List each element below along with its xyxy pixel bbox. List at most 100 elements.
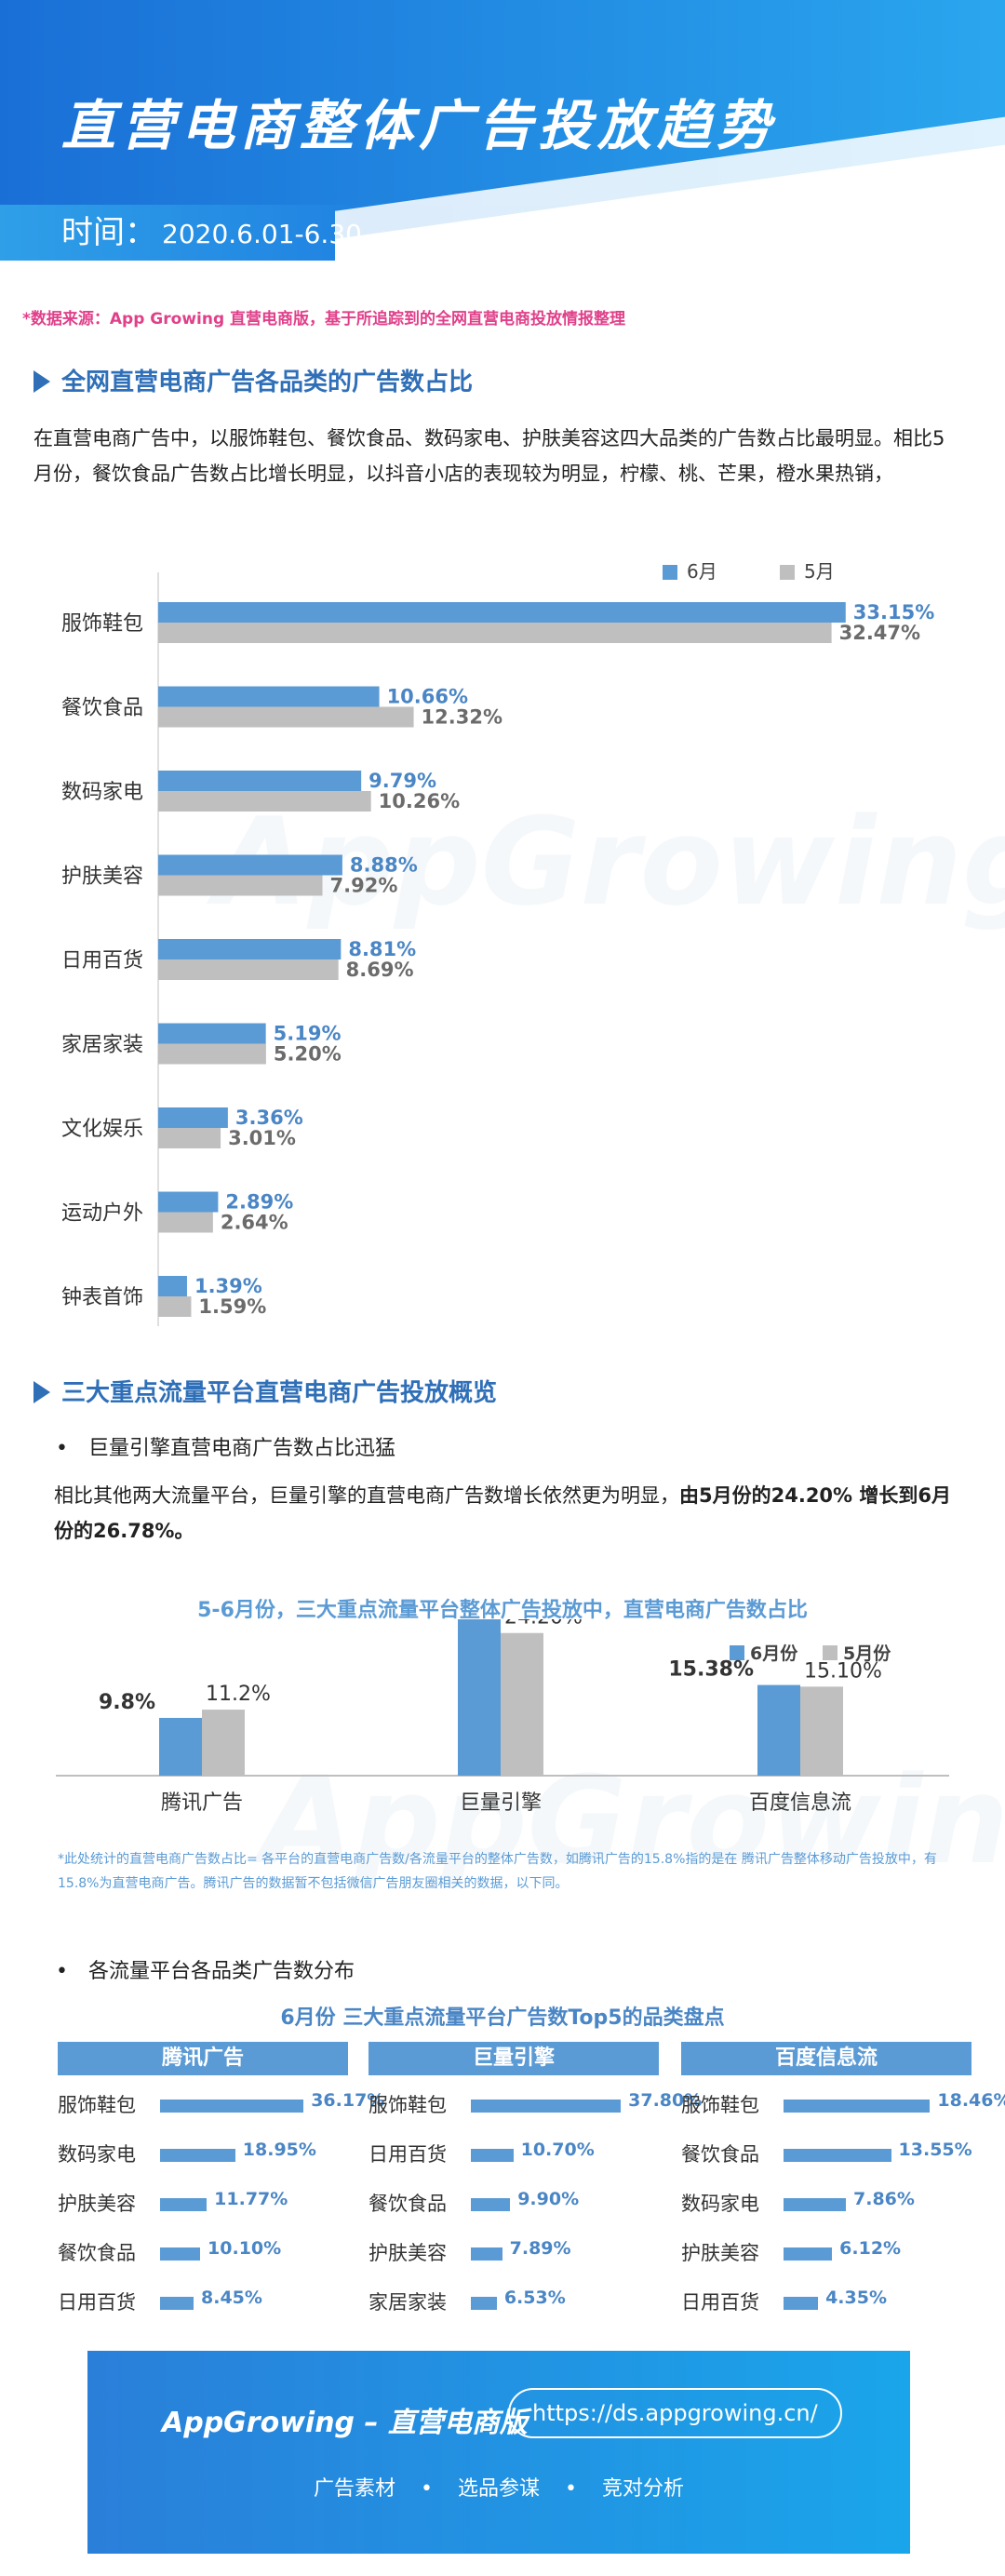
top5-bar	[471, 2247, 502, 2261]
chart1-bar-june	[158, 1276, 187, 1296]
top5-category-label: 家居家装	[368, 2291, 447, 2314]
chart1-value-june: 10.66%	[387, 686, 468, 708]
chart1-value-may: 12.32%	[422, 706, 502, 729]
top5-value-label: 9.90%	[517, 2189, 580, 2209]
top5-category-label: 服饰鞋包	[368, 2094, 447, 2116]
top5-row: 餐饮食品 13.55%	[681, 2125, 972, 2174]
chart2-value-june: 15.38%	[668, 1658, 754, 1682]
top5-value-label: 8.45%	[201, 2288, 262, 2308]
top5-row: 服饰鞋包 37.80%	[368, 2075, 702, 2125]
chart1-category-label: 钟表首饰	[61, 1286, 143, 1309]
footer-tag: 竞对分析	[601, 2477, 684, 2501]
top5-title: 6月份 三大重点流量平台广告数Top5的品类盘点	[280, 2006, 725, 2030]
chart2-value-may: 24.20%	[504, 1619, 583, 1630]
top5-category-label: 数码家电	[681, 2193, 759, 2215]
section2-paragraph-normal: 相比其他两大流量平台，巨量引擎的直营电商广告数增长依然更为明显，	[54, 1484, 679, 1507]
chart1-bar-may	[158, 1128, 221, 1148]
top5-value-label: 6.12%	[839, 2238, 902, 2259]
top5-category-label: 数码家电	[58, 2143, 136, 2166]
top5-category-label: 护肤美容	[58, 2193, 136, 2215]
top5-row: 护肤美容 11.77%	[58, 2174, 348, 2223]
chart1-bar-may	[158, 1296, 192, 1317]
top5-bar	[471, 2297, 497, 2310]
chart1-category-label: 日用百货	[61, 949, 143, 973]
section1-title: 全网直营电商广告各品类的广告数占比	[34, 363, 473, 397]
chart2-footnote: *此处统计的直营电商广告数占比= 各平台的直营电商广告数/各流量平台的整体广告数…	[58, 1852, 937, 1891]
period: 时间： 2020.6.01-6.30	[61, 207, 362, 252]
page-title: 直营电商整体广告投放趋势	[61, 94, 777, 157]
chart1-value-june: 9.79%	[368, 770, 436, 792]
chart1-value-june: 2.89%	[225, 1191, 293, 1214]
top5-panel-header: 百度信息流	[681, 2042, 972, 2075]
chart2-category-label: 百度信息流	[749, 1791, 851, 1815]
category-share-chart: 服饰鞋包 33.15%32.47% 餐饮食品 10.66%12.32% 数码家电 9.79…	[61, 572, 934, 1326]
chart1-bar-june	[158, 939, 342, 959]
top5-panel-header: 腾讯广告	[58, 2042, 348, 2075]
footer-url-link[interactable]: https://ds.appgrowing.cn/	[508, 2388, 842, 2438]
chart2-bar-may	[202, 1710, 245, 1776]
top5-category-label: 护肤美容	[368, 2242, 447, 2264]
chart1-value-june: 5.19%	[274, 1023, 342, 1045]
footer-tags: 广告素材 • 选品参谋 • 竞对分析	[87, 2472, 910, 2502]
chart1-value-may: 5.20%	[274, 1043, 342, 1066]
chart2-value-may: 15.10%	[804, 1659, 882, 1683]
chart2-bar-june	[757, 1684, 800, 1776]
legend-swatch-june	[663, 565, 677, 580]
chart2-title: 5-6月份，三大重点流量平台整体广告投放中，直营电商广告数占比	[197, 1599, 808, 1622]
chart1-value-may: 2.64%	[221, 1212, 288, 1234]
chart2-bar-may	[800, 1686, 843, 1776]
chart1-value-may: 32.47%	[839, 622, 920, 644]
top5-panel-header: 巨量引擎	[368, 2042, 659, 2075]
top5-category-label: 餐饮食品	[58, 2242, 136, 2264]
top5-bar	[784, 2198, 847, 2211]
top5-row: 数码家电 7.86%	[681, 2174, 972, 2223]
chart1-bar-june	[158, 854, 342, 876]
chart1-bar-may	[158, 1212, 213, 1233]
legend-label-june: 6月	[687, 560, 717, 583]
footer-banner: AppGrowing – 直营电商版 https://ds.appgrowing…	[87, 2351, 910, 2554]
footer-tag-sep: •	[421, 2477, 433, 2501]
chart1-legend-may: 5月	[780, 557, 835, 584]
chart1-value-june: 3.36%	[235, 1107, 303, 1129]
chart1-value-may: 10.26%	[379, 790, 460, 812]
top5-bar	[784, 2247, 833, 2261]
top5-value-label: 7.86%	[853, 2189, 915, 2209]
chart1-category-label: 数码家电	[61, 781, 143, 804]
top5-value-label: 7.89%	[509, 2238, 571, 2259]
chart1-bar-may	[158, 875, 323, 896]
top5-value-label: 6.53%	[503, 2288, 566, 2308]
platform-share-chart: 6月份5月份9.8%11.2%腾讯广告26.78%24.20%巨量引擎15.38…	[56, 1619, 949, 1815]
chart1-bar-may	[158, 623, 832, 643]
top5-value-label: 11.77%	[214, 2189, 288, 2209]
chart2-legend-swatch	[730, 1645, 744, 1660]
top5-row: 餐饮食品 9.90%	[368, 2174, 659, 2223]
section1-title-text: 全网直营电商广告各品类的广告数占比	[61, 369, 474, 396]
top5-category-label: 日用百货	[681, 2291, 759, 2314]
top5-row: 服饰鞋包 36.17%	[58, 2075, 384, 2125]
top5-category-label: 日用百货	[58, 2291, 136, 2314]
top5-row: 护肤美容 6.12%	[681, 2223, 972, 2273]
bullet-distribution: 各流量平台各品类广告数分布	[56, 1954, 355, 1984]
top5-row: 数码家电 18.95%	[58, 2125, 348, 2174]
top5-category-label: 餐饮食品	[681, 2143, 759, 2166]
top5-category-label: 服饰鞋包	[58, 2094, 136, 2116]
top5-value-label: 4.35%	[825, 2288, 887, 2308]
top5-value-label: 37.80%	[628, 2090, 703, 2111]
chart1-bar-june	[158, 1023, 266, 1044]
top5-value-label: 36.17%	[311, 2090, 385, 2111]
top5-bar	[471, 2100, 622, 2113]
top5-bar	[784, 2149, 891, 2162]
section2-title: 三大重点流量平台直营电商广告投放概览	[34, 1374, 497, 1408]
chart1-bar-may	[158, 959, 339, 980]
chart2-legend-label: 5月份	[843, 1643, 891, 1664]
chart1-bar-may	[158, 706, 414, 728]
chart2-bar-june	[159, 1717, 202, 1776]
top5-bar	[471, 2149, 514, 2162]
top5-bar	[160, 2297, 194, 2310]
chart2-category-label: 巨量引擎	[460, 1791, 542, 1815]
chart1-category-label: 运动户外	[61, 1202, 143, 1226]
chart2-legend-label: 6月份	[750, 1643, 798, 1664]
top5-bar	[160, 2100, 304, 2113]
chart1-bar-june	[158, 602, 846, 623]
chart1-value-may: 7.92%	[330, 875, 398, 897]
